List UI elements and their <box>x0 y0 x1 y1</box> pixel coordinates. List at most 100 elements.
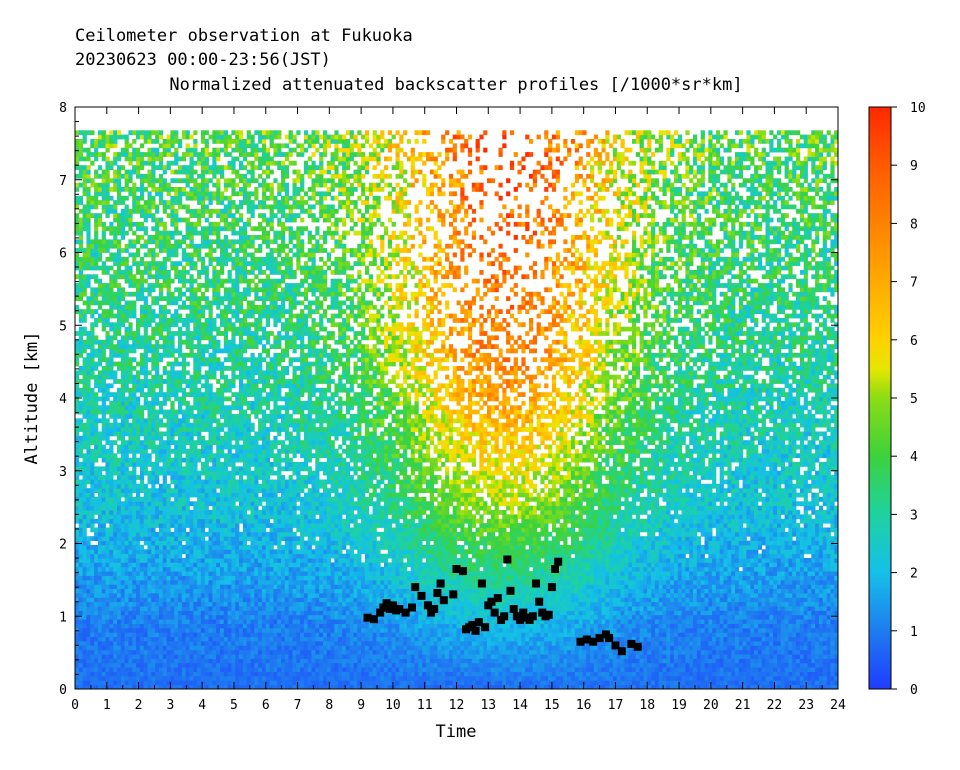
heatmap-cell <box>120 510 125 515</box>
heatmap-cell <box>162 278 167 284</box>
heatmap-cell <box>235 270 240 275</box>
heatmap-cell <box>90 553 95 559</box>
heatmap-cell <box>185 440 190 445</box>
heatmap-cell <box>97 610 103 616</box>
heatmap-cell <box>197 309 202 314</box>
heatmap-cell <box>124 221 129 227</box>
heatmap-cell <box>166 243 171 249</box>
heatmap-cell <box>189 453 194 459</box>
heatmap-cell <box>90 431 95 437</box>
heatmap-cell <box>109 283 114 288</box>
heatmap-cell <box>143 287 148 293</box>
heatmap-cell <box>117 479 122 485</box>
heatmap-cell <box>181 422 186 428</box>
heatmap-cell <box>147 182 152 188</box>
heatmap-cell <box>197 435 202 441</box>
heatmap-cell <box>124 523 129 528</box>
heatmap-cell <box>78 684 83 689</box>
heatmap-cell <box>101 265 106 271</box>
heatmap-cell <box>231 344 236 349</box>
heatmap-cell <box>239 505 244 511</box>
heatmap-cell <box>220 239 225 245</box>
heatmap-cell <box>250 588 255 594</box>
heatmap-cell <box>235 309 240 314</box>
heatmap-cell <box>158 641 164 646</box>
heatmap-cell <box>117 230 122 236</box>
heatmap-cell <box>242 510 248 515</box>
heatmap-cell <box>75 352 80 358</box>
heatmap-cell <box>124 409 129 415</box>
heatmap-cell <box>113 139 118 144</box>
heatmap-cell <box>136 488 141 493</box>
heatmap-cell <box>216 588 221 594</box>
heatmap-cell <box>185 143 190 149</box>
heatmap-cell <box>193 296 198 301</box>
heatmap-cell <box>109 322 114 328</box>
heatmap-cell <box>143 558 148 563</box>
heatmap-cell <box>105 173 110 179</box>
heatmap-cell <box>216 313 221 319</box>
heatmap-cell <box>204 322 209 328</box>
heatmap-cell <box>155 230 160 236</box>
heatmap-cell <box>246 645 251 651</box>
heatmap-cell <box>231 593 236 598</box>
heatmap-cell <box>90 614 95 620</box>
heatmap-cell <box>208 208 213 214</box>
heatmap-cell <box>208 444 213 450</box>
heatmap-cell <box>223 610 228 616</box>
heatmap-cell <box>170 261 175 266</box>
heatmap-cell <box>94 671 99 677</box>
heatmap-cell <box>208 387 213 393</box>
heatmap-cell <box>94 422 99 428</box>
heatmap-cell <box>128 173 133 179</box>
heatmap-cell <box>113 496 118 502</box>
heatmap-cell <box>235 156 240 162</box>
heatmap-cell <box>200 601 206 607</box>
heatmap-cell <box>174 200 179 205</box>
heatmap-cell <box>136 553 141 559</box>
heatmap-cell <box>101 483 106 489</box>
heatmap-cell <box>197 453 202 459</box>
heatmap-cell <box>246 405 251 411</box>
heatmap-cell <box>86 147 91 153</box>
heatmap-cell <box>212 427 217 432</box>
heatmap-cell <box>147 475 152 480</box>
heatmap-cell <box>136 235 141 240</box>
heatmap-cell <box>136 514 141 520</box>
heatmap-cell <box>220 584 225 589</box>
heatmap-cell <box>155 261 160 266</box>
heatmap-cell <box>94 252 99 258</box>
heatmap-cell <box>128 370 133 376</box>
heatmap-cell <box>250 654 255 659</box>
heatmap-cell <box>86 492 91 498</box>
heatmap-cell <box>78 654 83 659</box>
heatmap-cell <box>78 492 83 498</box>
heatmap-cell <box>231 575 236 581</box>
heatmap-cell <box>246 383 251 389</box>
heatmap-cell <box>189 444 194 450</box>
heatmap-cell <box>193 649 198 655</box>
heatmap-cell <box>78 671 83 677</box>
heatmap-cell <box>208 479 213 485</box>
heatmap-cell <box>139 322 145 328</box>
heatmap-cell <box>75 204 80 210</box>
heatmap-cell <box>216 147 221 153</box>
heatmap-cell <box>151 571 156 576</box>
heatmap-cell <box>208 641 213 646</box>
heatmap-cell <box>117 195 122 201</box>
heatmap-cell <box>124 400 129 406</box>
heatmap-cell <box>242 274 248 280</box>
heatmap-cell <box>216 387 221 393</box>
heatmap-cell <box>75 562 80 568</box>
heatmap-cell <box>113 675 118 681</box>
heatmap-cell <box>250 641 255 646</box>
heatmap-cell <box>193 549 198 555</box>
heatmap-cell <box>181 479 186 485</box>
heatmap-cell <box>223 601 228 607</box>
heatmap-cell <box>124 649 129 655</box>
heatmap-cell <box>120 641 125 646</box>
heatmap-cell <box>143 178 148 184</box>
heatmap-cell <box>101 326 106 332</box>
heatmap-cell <box>90 331 95 336</box>
heatmap-cell <box>124 379 129 384</box>
